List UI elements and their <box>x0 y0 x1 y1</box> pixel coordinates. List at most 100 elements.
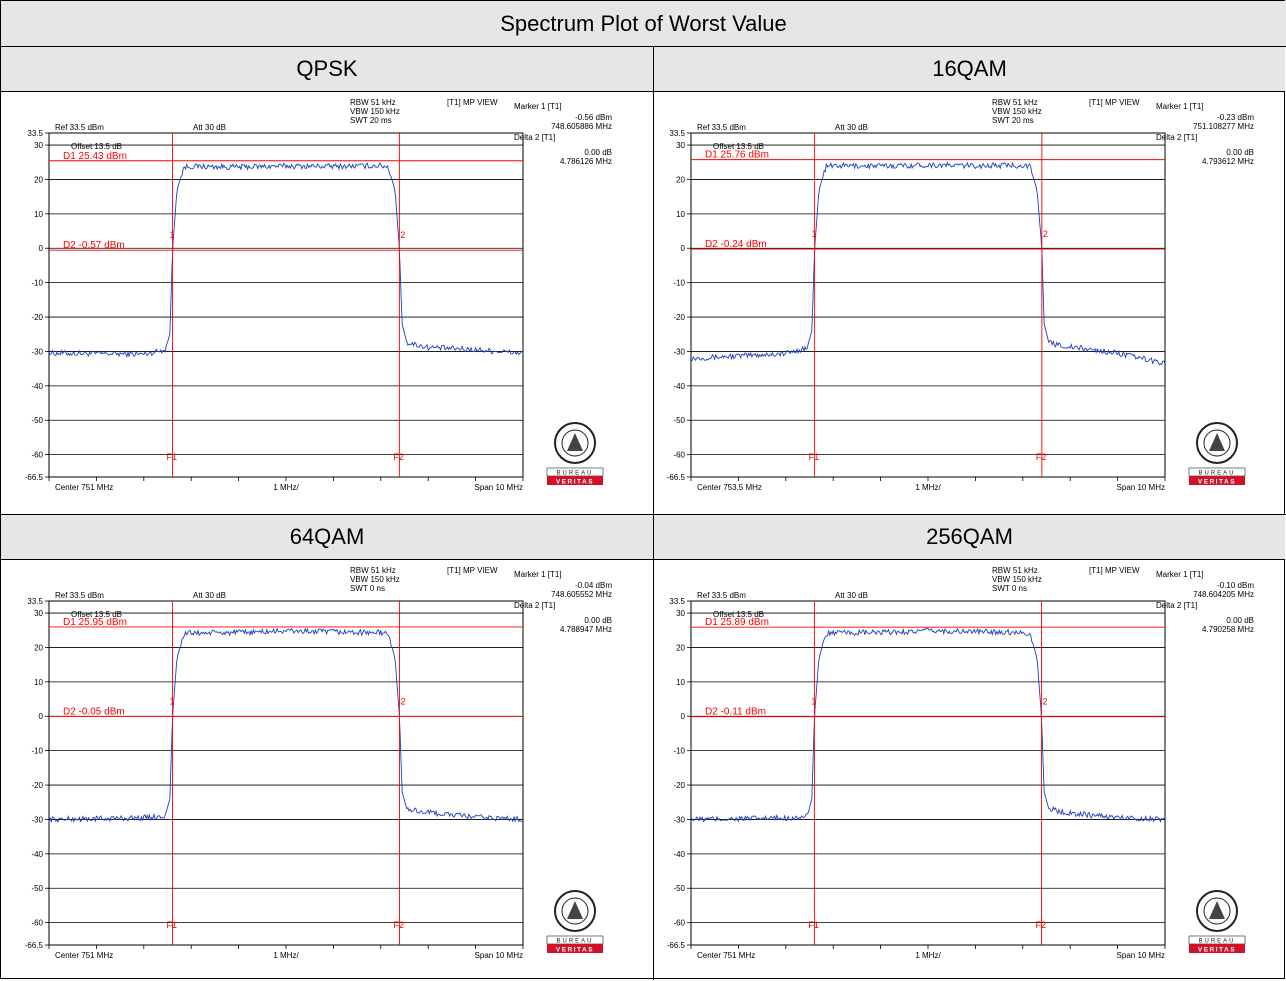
y-tick-label: 0 <box>681 712 686 721</box>
y-tick-label: 30 <box>34 141 43 150</box>
spectrum-trace <box>690 627 1166 823</box>
y-tick-label: -20 <box>31 781 43 790</box>
y-tick-label: -30 <box>31 347 43 356</box>
logo-word-veritas: VERITAS <box>556 947 594 954</box>
delta2-level: 0.00 dB <box>1226 148 1254 157</box>
spectrum-svg: 33.5 30 20 10 0 -10 -20 -30 -40 -50 -60 -66.5 D1 25.… <box>667 566 1255 960</box>
y-tick-label: 33.5 <box>669 129 685 138</box>
y-tick-label: -66.5 <box>25 473 44 482</box>
logo-word-bureau: BUREAU <box>556 471 593 477</box>
y-tick-label: 33.5 <box>669 597 685 606</box>
y-tick-label: -50 <box>673 416 685 425</box>
y-tick-label: 30 <box>676 141 685 150</box>
delta2-level: 0.00 dB <box>1226 616 1254 625</box>
y-tick-label: -66.5 <box>667 941 686 950</box>
marker1-level: -0.23 dBm <box>1217 113 1254 122</box>
logo-emblem <box>1209 433 1225 451</box>
sweep-setting: VBW 150 kHz <box>992 107 1042 116</box>
panel-title-64qam: 64QAM <box>1 515 653 560</box>
y-tick-label: -10 <box>31 279 43 288</box>
spectrum-plot-64qam: 33.5 30 20 10 0 -10 -20 -30 -40 -50 -60 -66.5 D1 25.… <box>7 561 647 981</box>
delta2-freq: 4.786126 MHz <box>560 157 612 166</box>
d1-label: D1 25.76 dBm <box>705 150 769 161</box>
y-tick-label: -10 <box>673 747 685 756</box>
delta2-title: Delta 2 [T1] <box>514 133 555 142</box>
marker-2-label: 2 <box>400 696 405 706</box>
span-label: Span 10 MHz <box>475 483 523 492</box>
spectrum-svg: 33.5 30 20 10 0 -10 -20 -30 -40 -50 -60 -66.5 D1 25.… <box>25 566 613 960</box>
y-tick-label: -40 <box>31 850 43 859</box>
spectrum-trace <box>48 162 524 359</box>
f1-label: F1 <box>808 920 819 930</box>
logo-emblem <box>567 901 583 919</box>
delta2-title: Delta 2 [T1] <box>1156 601 1197 610</box>
marker1-title: Marker 1 [T1] <box>514 570 562 579</box>
sweep-setting: RBW 51 kHz <box>992 98 1038 107</box>
span-label: Span 10 MHz <box>475 951 523 960</box>
d2-label: D2 -0.11 dBm <box>705 707 766 718</box>
y-tick-label: -50 <box>673 884 685 893</box>
logo-red-band <box>547 476 603 485</box>
marker1-level: -0.10 dBm <box>1217 581 1254 590</box>
delta2-freq: 4.790258 MHz <box>1202 625 1254 634</box>
sweep-setting: RBW 51 kHz <box>350 98 396 107</box>
bureau-veritas-logo: BUREAU VERITAS <box>1188 422 1246 486</box>
marker1-title: Marker 1 [T1] <box>1156 570 1204 579</box>
y-tick-label: -40 <box>673 382 685 391</box>
delta2-freq: 4.793612 MHz <box>1202 157 1254 166</box>
sweep-setting: VBW 150 kHz <box>350 107 400 116</box>
plot-frame <box>48 132 524 478</box>
offset-label: Offset 13.5 dB <box>713 610 764 619</box>
d1-label: D1 25.89 dBm <box>705 617 769 628</box>
y-tick-label: -66.5 <box>25 941 44 950</box>
bureau-veritas-logo: BUREAU VERITAS <box>546 422 604 486</box>
y-tick-label: -30 <box>673 347 685 356</box>
spectrum-plot-qpsk: 33.5 30 20 10 0 -10 -20 -30 -40 -50 -60 -66.5 D1 25.… <box>7 93 647 513</box>
sweep-setting: VBW 150 kHz <box>350 575 400 584</box>
y-tick-label: 33.5 <box>27 129 43 138</box>
marker1-title: Marker 1 [T1] <box>1156 102 1204 111</box>
marker1-level: -0.04 dBm <box>575 581 612 590</box>
delta2-level: 0.00 dB <box>584 148 612 157</box>
logo-word-bureau: BUREAU <box>1198 939 1235 945</box>
f2-label: F2 <box>1036 452 1047 462</box>
panel-title-16qam: 16QAM <box>654 47 1285 92</box>
d2-label: D2 -0.24 dBm <box>705 239 767 250</box>
logo-word-veritas: VERITAS <box>556 479 594 486</box>
plot-frame <box>690 600 1166 946</box>
marker1-title: Marker 1 [T1] <box>514 102 562 111</box>
spectrum-svg: 33.5 30 20 10 0 -10 -20 -30 -40 -50 -60 -66.5 D1 25.… <box>667 98 1255 492</box>
y-tick-label: -50 <box>31 884 43 893</box>
center-frequency: Center 751 MHz <box>697 951 755 960</box>
y-tick-label: 10 <box>676 678 685 687</box>
spectrum-trace <box>48 627 523 824</box>
marker-2-label: 2 <box>1043 229 1048 239</box>
y-tick-label: -50 <box>31 416 43 425</box>
offset-label: Offset 13.5 dB <box>713 142 764 151</box>
ref-level: Ref 33.5 dBm <box>55 123 104 132</box>
y-tick-label: -10 <box>673 279 685 288</box>
y-tick-label: 10 <box>34 678 43 687</box>
y-tick-label: -60 <box>673 451 685 460</box>
f1-label: F1 <box>809 452 820 462</box>
delta2-title: Delta 2 [T1] <box>514 601 555 610</box>
y-tick-label: -20 <box>31 313 43 322</box>
y-tick-label: -66.5 <box>667 473 686 482</box>
division-label: 1 MHz/ <box>273 951 299 960</box>
y-tick-label: -30 <box>673 815 685 824</box>
ref-level: Ref 33.5 dBm <box>55 591 104 600</box>
y-tick-label: -60 <box>673 919 685 928</box>
attenuation: Att 30 dB <box>835 123 868 132</box>
spectrum-trace <box>690 161 1166 366</box>
trace-view: [T1] MP VIEW <box>1089 566 1140 575</box>
marker1-freq: 748.604205 MHz <box>1193 590 1254 599</box>
attenuation: Att 30 dB <box>835 591 868 600</box>
bureau-veritas-logo: BUREAU VERITAS <box>546 890 604 954</box>
y-tick-label: 30 <box>676 609 685 618</box>
f1-label: F1 <box>167 920 178 930</box>
sweep-setting: SWT 0 ns <box>350 584 385 593</box>
marker1-freq: 751.108277 MHz <box>1193 122 1254 131</box>
delta2-title: Delta 2 [T1] <box>1156 133 1197 142</box>
y-tick-label: -30 <box>31 815 43 824</box>
